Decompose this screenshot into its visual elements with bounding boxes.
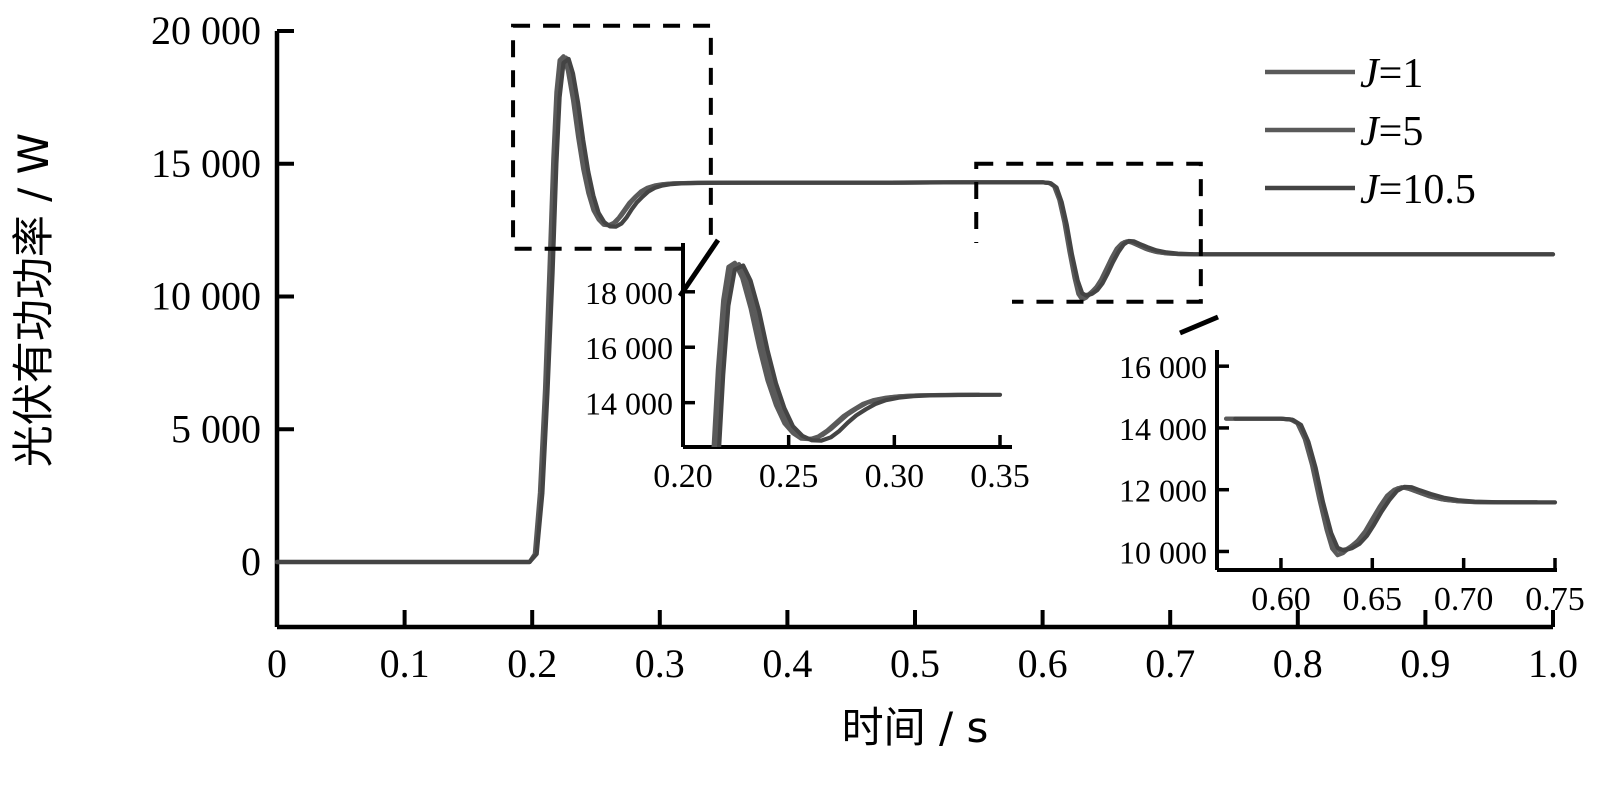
y-tick-label-2: 10 000 <box>151 274 261 319</box>
inset-1-x-tick-label-1: 0.25 <box>759 458 819 495</box>
x-tick-label-0: 0 <box>267 641 287 686</box>
inset-1-y-tick-label-2: 18 000 <box>585 275 673 311</box>
inset-1-y-tick-label-1: 16 000 <box>585 330 673 366</box>
y-tick-label-1: 5 000 <box>171 406 261 451</box>
inset-2-y-tick-label-1: 12 000 <box>1119 473 1207 509</box>
x-tick-label-2: 0.2 <box>507 641 557 686</box>
inset-1-x-tick-label-0: 0.20 <box>653 458 713 495</box>
y-tick-label-0: 0 <box>241 539 261 584</box>
zoom-boxes <box>511 23 1203 304</box>
inset-2-y-tick-label-3: 16 000 <box>1119 349 1207 385</box>
axis-titles: 时间 / s 光伏有功功率 / W <box>9 133 988 752</box>
inset-2: 10 000 12 000 14 000 16 000 0.60 0.65 0.70 0.75 <box>1119 314 1585 618</box>
y-tick-label-4: 20 000 <box>151 8 261 53</box>
inset-2-series <box>1223 416 1558 558</box>
series-line-2 <box>274 56 1556 565</box>
y-axis-title: 光伏有功功率 / W <box>9 133 58 467</box>
x-axis-title: 时间 / s <box>842 703 989 752</box>
inset-1-x-tick-label-2: 0.30 <box>865 458 925 495</box>
inset-2-x-tick-label-2: 0.70 <box>1434 581 1494 618</box>
inset-1-x-tick-label-3: 0.35 <box>970 458 1030 495</box>
x-tick-label-8: 0.8 <box>1273 641 1323 686</box>
inset-2-series-line-2 <box>1233 416 1558 553</box>
inset-2-y-tick-label-2: 14 000 <box>1119 411 1207 447</box>
x-tick-label-4: 0.4 <box>762 641 812 686</box>
inset-1-series-line-1 <box>713 262 982 447</box>
x-tick-label-5: 0.5 <box>890 641 940 686</box>
x-tick-label-9: 0.9 <box>1400 641 1450 686</box>
inset-2-x-tick-label-0: 0.60 <box>1251 581 1311 618</box>
x-tick-label-3: 0.3 <box>635 641 685 686</box>
inset-2-x-tick-label-3: 0.75 <box>1525 581 1585 618</box>
inset-2-background <box>1215 350 1559 572</box>
x-tick-label-10: 1.0 <box>1528 641 1578 686</box>
zoom-box-1 <box>511 23 713 251</box>
inset-1-series <box>711 260 1003 447</box>
legend-label-2: J=10.5 <box>1360 167 1476 213</box>
y-tick-label-3: 15 000 <box>151 141 261 186</box>
inset-2-y-tick-label-0: 10 000 <box>1119 534 1207 570</box>
x-axis-ticks: 0 0.1 0.2 0.3 0.4 0.5 0.6 0.7 0.8 0.9 1.0 <box>267 610 1578 686</box>
inset-1-connector <box>677 238 721 298</box>
inset-2-x-tick-label-1: 0.65 <box>1343 581 1403 618</box>
main-series <box>274 54 1556 565</box>
inset-1-y-tick-label-0: 14 000 <box>585 386 673 422</box>
legend-label-0: J=1 <box>1360 51 1423 97</box>
x-tick-label-6: 0.6 <box>1018 641 1068 686</box>
x-tick-label-1: 0.1 <box>380 641 430 686</box>
x-tick-label-7: 0.7 <box>1145 641 1195 686</box>
y-axis-ticks: 0 5 000 10 000 15 000 20 000 <box>151 8 294 584</box>
legend-label-1: J=5 <box>1360 109 1423 155</box>
legend: J=1 J=5 J=10.5 <box>1265 51 1476 213</box>
inset-1-series-line-2 <box>717 263 1003 447</box>
inset-1: 14 000 16 000 18 000 0.20 0.25 0.30 0.35 <box>585 238 1030 495</box>
inset-2-connector <box>1179 314 1219 336</box>
